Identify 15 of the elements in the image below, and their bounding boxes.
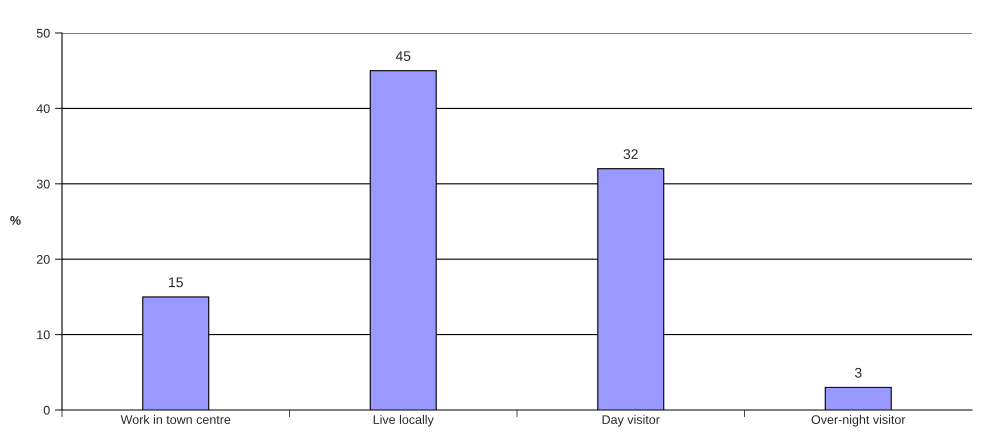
data-label: 45 bbox=[396, 51, 410, 62]
x-tick-label: Over-night visitor bbox=[812, 414, 906, 427]
y-tick-label: 30 bbox=[36, 180, 50, 188]
y-tick-label: 20 bbox=[36, 255, 50, 264]
y-tick-label: 0 bbox=[44, 406, 50, 415]
x-tick-label: Day visitor bbox=[602, 414, 660, 427]
y-tick-label: 50 bbox=[36, 28, 50, 38]
y-tick-label: 10 bbox=[37, 330, 50, 340]
y-tick-label: 40 bbox=[36, 104, 50, 114]
data-label: 32 bbox=[624, 149, 638, 160]
data-label: 15 bbox=[169, 278, 183, 288]
x-tick-label: Live locally bbox=[374, 414, 434, 427]
x-tick-label: Work in town centre bbox=[120, 414, 230, 424]
y-axis-title: % bbox=[10, 216, 21, 225]
data-label: 3 bbox=[854, 368, 862, 378]
